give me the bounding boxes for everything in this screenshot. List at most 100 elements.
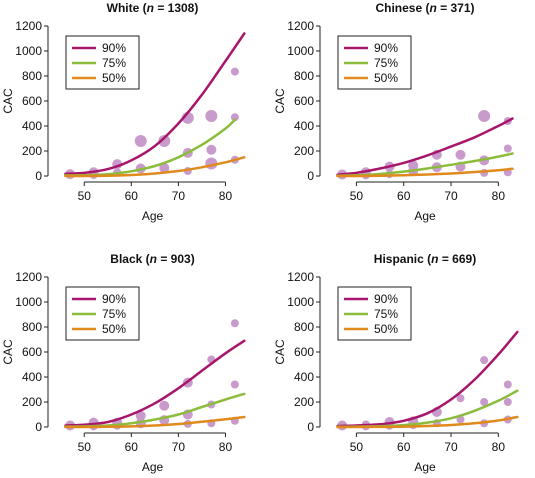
data-point bbox=[230, 113, 239, 122]
y-tick-label: 600 bbox=[294, 345, 314, 359]
chart-title-part: n bbox=[147, 1, 154, 15]
legend-label: 75% bbox=[374, 56, 398, 70]
data-point bbox=[159, 162, 170, 173]
chart-title-part: n bbox=[431, 252, 438, 266]
x-tick-label: 80 bbox=[492, 189, 506, 203]
data-point bbox=[456, 394, 465, 403]
x-tick-label: 60 bbox=[397, 189, 411, 203]
x-tick-label: 70 bbox=[444, 440, 458, 454]
x-axis-label: Age bbox=[414, 209, 436, 223]
x-tick-label: 50 bbox=[350, 189, 364, 203]
x-tick-label: 60 bbox=[125, 189, 139, 203]
x-tick-label: 60 bbox=[397, 440, 411, 454]
y-tick-label: 0 bbox=[307, 420, 314, 434]
chart-title: Hispanic (n = 669) bbox=[374, 252, 476, 266]
data-point bbox=[480, 356, 489, 365]
y-tick-label: 400 bbox=[22, 119, 42, 133]
data-point bbox=[159, 400, 170, 411]
y-tick-label: 200 bbox=[294, 395, 314, 409]
x-axis-label: Age bbox=[142, 209, 164, 223]
legend-label: 50% bbox=[102, 71, 126, 85]
data-point bbox=[455, 149, 466, 160]
data-point bbox=[158, 135, 171, 147]
y-tick-label: 1200 bbox=[15, 19, 42, 33]
y-tick-label: 1200 bbox=[15, 270, 42, 284]
y-axis-label: CAC bbox=[1, 339, 15, 365]
y-tick-label: 1200 bbox=[287, 19, 314, 33]
legend-label: 50% bbox=[102, 322, 126, 336]
x-tick-label: 50 bbox=[78, 189, 92, 203]
chart-title-part: n bbox=[150, 252, 157, 266]
chart-title-part: = 1308) bbox=[154, 1, 198, 15]
chart-title-part: Hispanic ( bbox=[374, 252, 431, 266]
panel-3: Black (n = 903) 0 200 400 600 800 1000 1200 50 60… bbox=[1, 252, 246, 474]
legend-label: 90% bbox=[374, 292, 398, 306]
data-point bbox=[134, 135, 147, 147]
data-point bbox=[230, 319, 239, 328]
chart-title-part: = 371) bbox=[437, 1, 475, 15]
y-tick-label: 800 bbox=[22, 69, 42, 83]
x-tick-label: 70 bbox=[444, 189, 458, 203]
chart-title-part: Black ( bbox=[110, 252, 149, 266]
legend-box bbox=[337, 286, 412, 341]
panel-2: Chinese (n = 371) 0 200 400 600 800 1000 1200 50… bbox=[273, 1, 514, 223]
data-point bbox=[205, 110, 218, 122]
series-line-50pct bbox=[336, 167, 514, 178]
y-tick-label: 800 bbox=[294, 69, 314, 83]
x-tick-label: 50 bbox=[78, 440, 92, 454]
legend-label: 75% bbox=[374, 307, 398, 321]
series-line-90pct bbox=[336, 330, 519, 428]
y-tick-label: 0 bbox=[307, 169, 314, 183]
series-line-90pct bbox=[64, 339, 246, 427]
y-tick-label: 600 bbox=[294, 94, 314, 108]
x-tick-label: 80 bbox=[492, 440, 506, 454]
series-line-50pct bbox=[336, 415, 519, 429]
chart-title-part: n bbox=[429, 1, 436, 15]
data-point bbox=[135, 410, 146, 421]
y-tick-label: 600 bbox=[22, 94, 42, 108]
legend-label: 90% bbox=[102, 292, 126, 306]
y-tick-label: 0 bbox=[35, 420, 42, 434]
legend-label: 75% bbox=[102, 307, 126, 321]
series-line-90pct bbox=[336, 117, 514, 177]
y-tick-label: 1000 bbox=[15, 295, 42, 309]
y-tick-label: 800 bbox=[22, 320, 42, 334]
y-tick-label: 400 bbox=[294, 370, 314, 384]
x-axis-label: Age bbox=[414, 460, 436, 474]
x-axis-label: Age bbox=[142, 460, 164, 474]
panel-1: White (n = 1308) 0 200 400 600 800 1000 1200 50 6… bbox=[1, 1, 246, 223]
chart-title-part: = 669) bbox=[439, 252, 477, 266]
y-tick-label: 800 bbox=[294, 320, 314, 334]
y-tick-label: 400 bbox=[294, 119, 314, 133]
data-point bbox=[503, 144, 512, 153]
x-tick-label: 50 bbox=[350, 440, 364, 454]
chart-title: Chinese (n = 371) bbox=[375, 1, 474, 15]
legend-label: 90% bbox=[102, 41, 126, 55]
chart-title-part: White ( bbox=[107, 1, 147, 15]
chart-title: White (n = 1308) bbox=[107, 1, 199, 15]
panel-4: Hispanic (n = 669) 0 200 400 600 800 1000 1200 5… bbox=[273, 252, 519, 474]
data-point bbox=[206, 144, 217, 155]
x-tick-label: 60 bbox=[125, 440, 139, 454]
x-tick-label: 80 bbox=[219, 440, 233, 454]
x-tick-label: 70 bbox=[172, 189, 186, 203]
data-point bbox=[230, 380, 239, 389]
data-point bbox=[503, 398, 512, 406]
legend-label: 75% bbox=[102, 56, 126, 70]
y-tick-label: 200 bbox=[22, 395, 42, 409]
x-tick-label: 70 bbox=[172, 440, 186, 454]
y-tick-label: 1000 bbox=[15, 44, 42, 58]
series-line-90pct bbox=[64, 32, 246, 176]
y-tick-label: 1000 bbox=[287, 295, 314, 309]
data-point bbox=[478, 110, 491, 122]
chart-title-part: Chinese ( bbox=[375, 1, 429, 15]
y-tick-label: 0 bbox=[35, 169, 42, 183]
legend-label: 50% bbox=[374, 71, 398, 85]
series-line-50pct bbox=[64, 415, 246, 429]
legend-label: 90% bbox=[374, 41, 398, 55]
x-tick-label: 80 bbox=[219, 189, 233, 203]
legend-label: 50% bbox=[374, 322, 398, 336]
y-axis-label: CAC bbox=[1, 88, 15, 114]
series-line-50pct bbox=[64, 156, 246, 178]
